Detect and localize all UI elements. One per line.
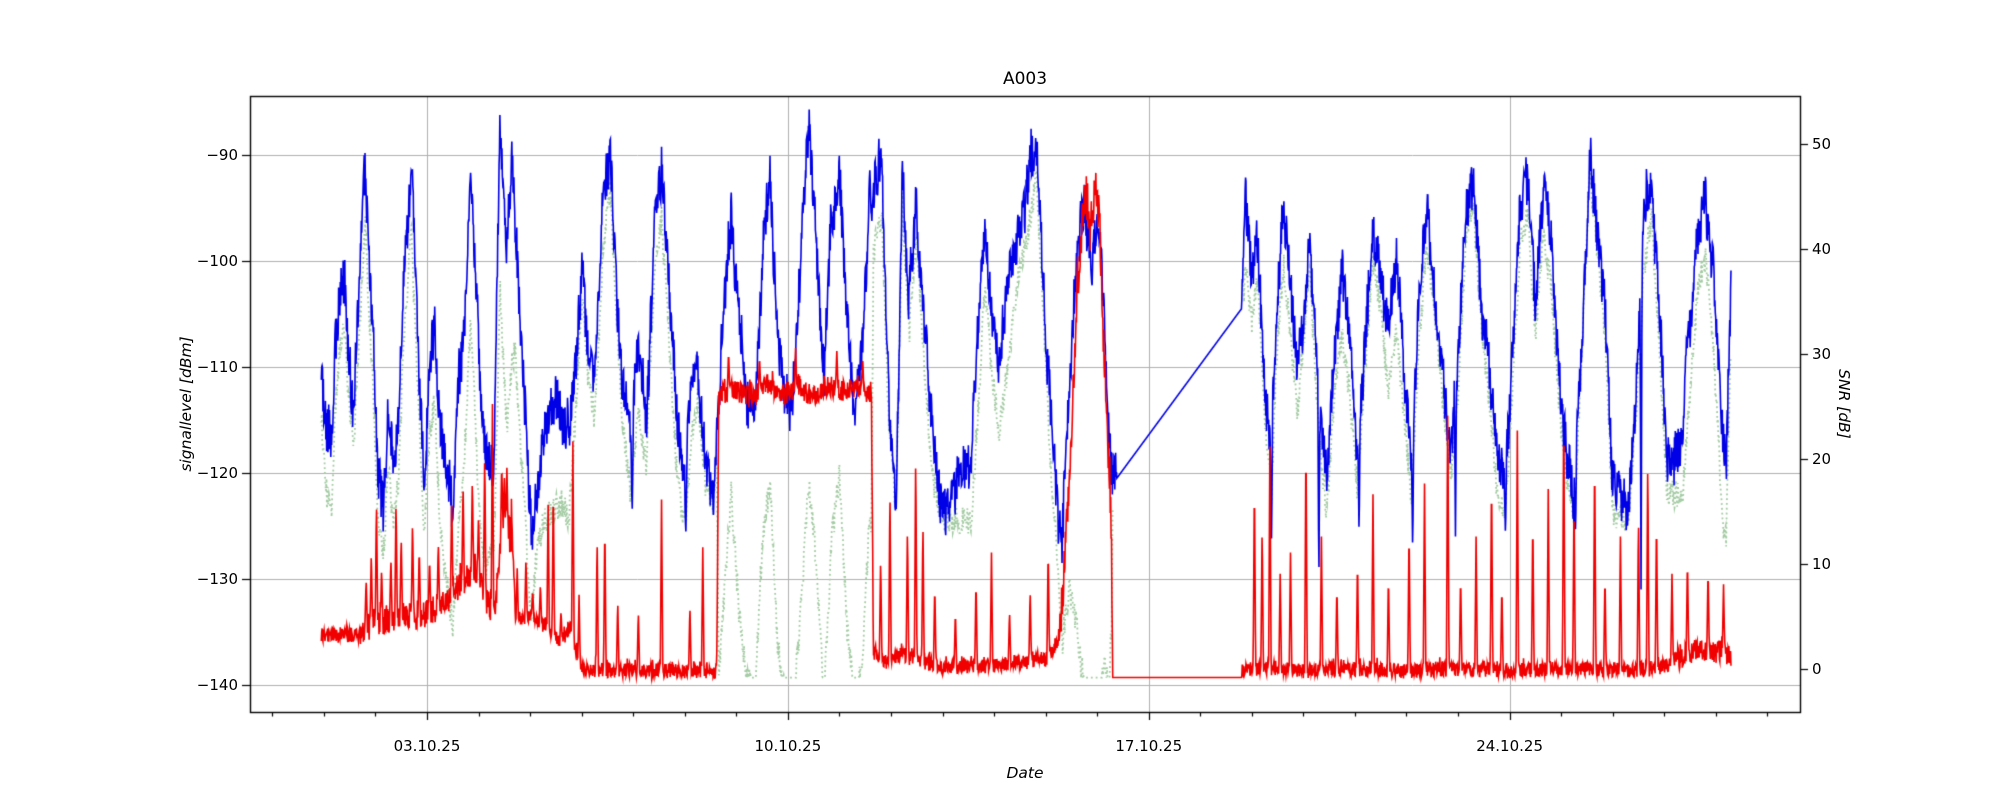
y-right-tick-label: 30: [1812, 345, 1832, 364]
y-right-axis-label: SNR [dB]: [1835, 369, 1853, 439]
y-left-axis-label: signallevel [dBm]: [177, 336, 195, 472]
y-right-tick-label: 0: [1812, 660, 1822, 679]
y-right-tick-label: 40: [1812, 240, 1832, 259]
y-left-tick-label: −130: [196, 569, 238, 588]
y-right-tick-label: 50: [1812, 135, 1832, 154]
y-left-tick-label: −140: [196, 675, 238, 694]
x-axis-label: Date: [1006, 764, 1044, 782]
y-left-tick-label: −120: [196, 463, 238, 482]
x-tick-label: 17.10.25: [1115, 737, 1183, 755]
y-left-tick-label: −100: [196, 252, 238, 271]
y-right-tick-label: 20: [1812, 450, 1832, 469]
chart-title: A003: [1002, 69, 1048, 89]
x-tick-label: 03.10.25: [393, 737, 461, 755]
x-tick-label: 10.10.25: [754, 737, 822, 755]
x-tick-label: 24.10.25: [1476, 737, 1543, 755]
y-right-tick-label: 10: [1812, 555, 1832, 574]
y-left-tick-label: −110: [196, 358, 238, 376]
y-left-tick-label: −90: [206, 146, 238, 165]
